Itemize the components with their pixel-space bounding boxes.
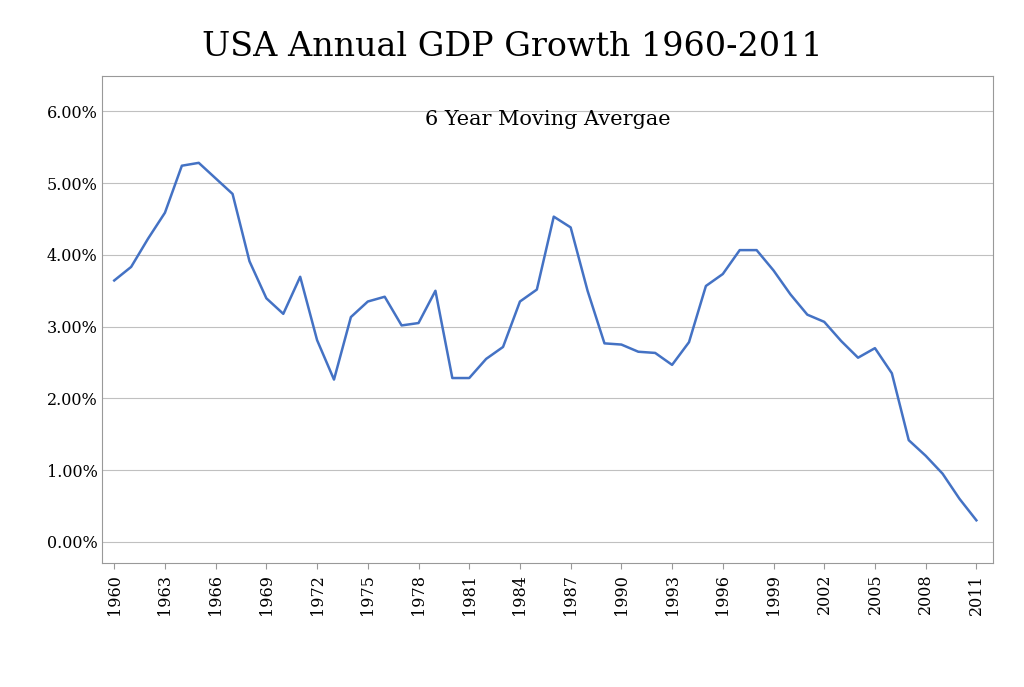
- Text: USA Annual GDP Growth 1960-2011: USA Annual GDP Growth 1960-2011: [202, 31, 822, 63]
- Text: 6 Year Moving Avergae: 6 Year Moving Avergae: [425, 110, 671, 128]
